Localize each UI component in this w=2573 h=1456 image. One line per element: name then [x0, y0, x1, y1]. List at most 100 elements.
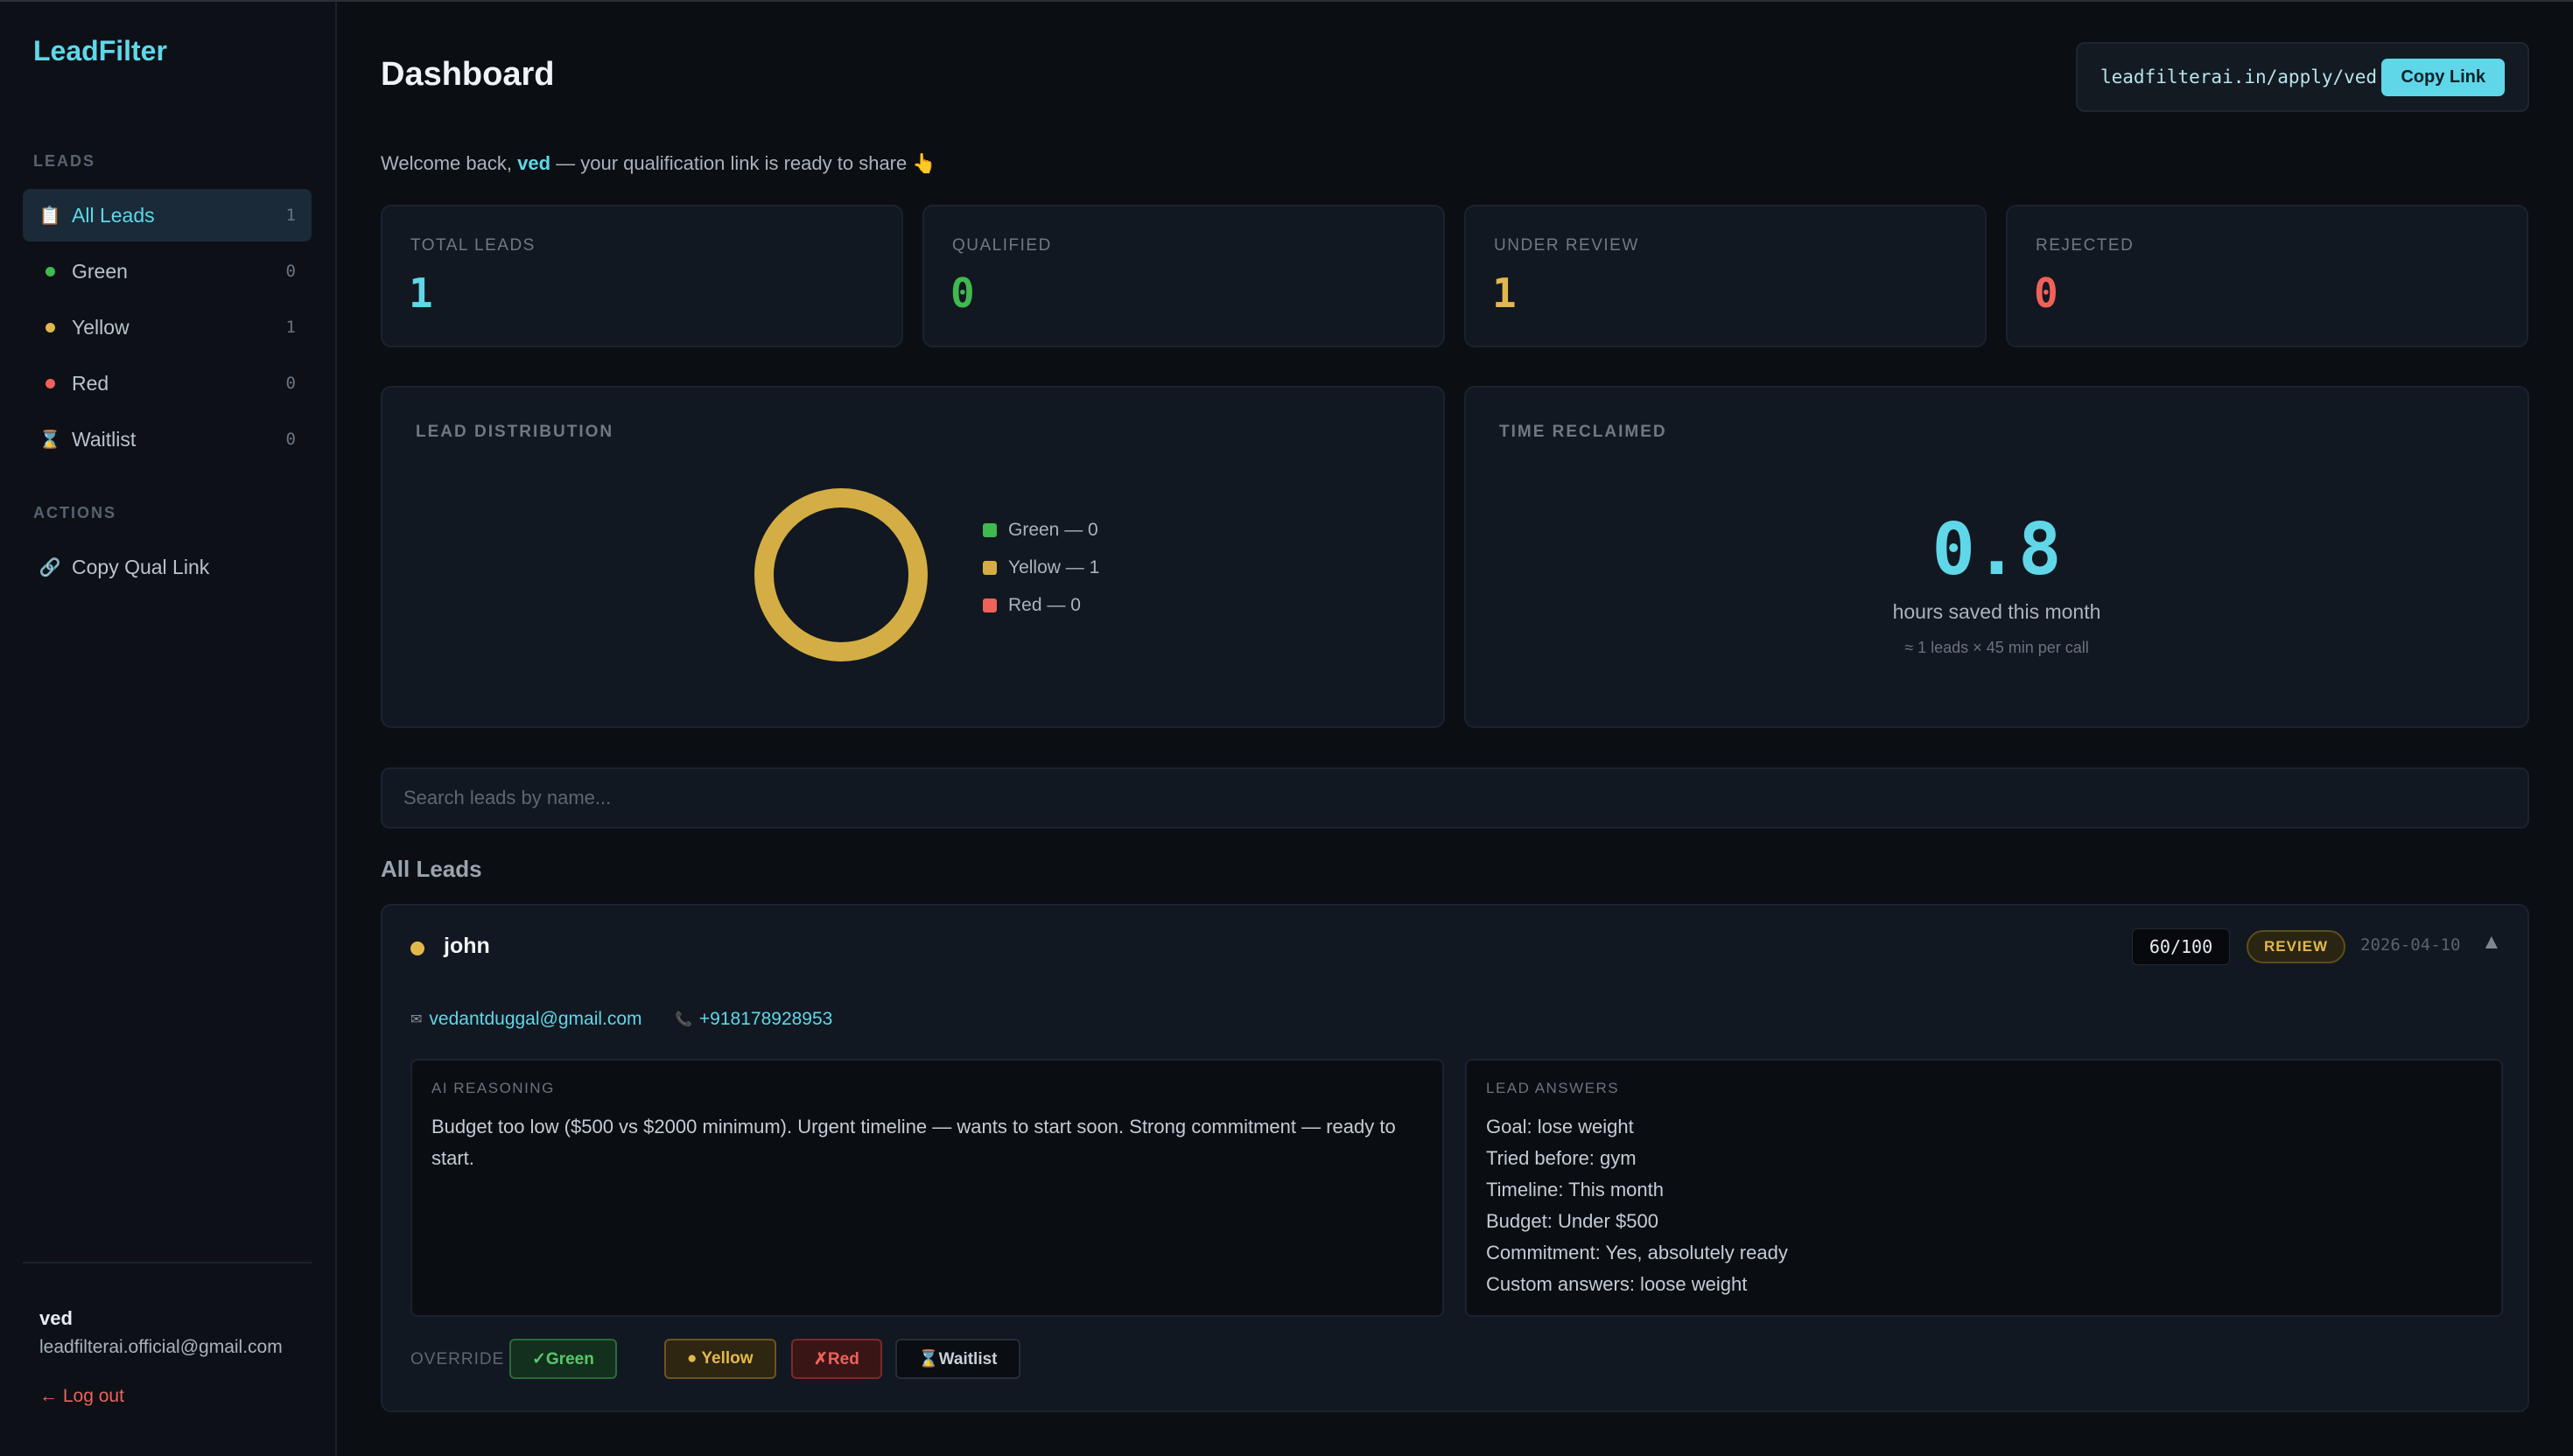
- qualification-link-url: leadfilterai.in/apply/ved: [2100, 66, 2378, 88]
- phone-icon: 📞: [675, 1012, 692, 1027]
- user-name: ved: [39, 1307, 73, 1329]
- brand-logo[interactable]: LeadFilter: [33, 35, 167, 66]
- legend-swatch: [983, 561, 997, 575]
- hours-saved-value: 0.8: [1932, 508, 2062, 592]
- sidebar-item-count: 1: [285, 206, 296, 225]
- answer-line: Tried before: gym: [1486, 1147, 1637, 1169]
- lead-date: 2026-04-10: [2360, 935, 2461, 955]
- lead-answers-list: Goal: lose weight Tried before: gym Time…: [1486, 1111, 2466, 1300]
- stat-card-rejected: REJECTED 0: [2006, 205, 2528, 347]
- welcome-message: Welcome back, ved — your qualification l…: [381, 152, 936, 175]
- actions-section-label: ACTIONS: [33, 504, 116, 522]
- lead-score: 60/100: [2132, 928, 2230, 965]
- sidebar-item-waitlist[interactable]: ⌛ Waitlist 0: [23, 413, 312, 466]
- lead-card: john 60/100 REVIEW 2026-04-10 ▲ ✉ vedant…: [381, 904, 2529, 1412]
- copy-qual-link-button[interactable]: 🔗 Copy Qual Link: [23, 541, 312, 593]
- yellow-dot-icon: [45, 322, 55, 332]
- legend-swatch: [983, 598, 997, 612]
- collapse-icon[interactable]: ▲: [2481, 930, 2502, 954]
- stat-value: 0: [2034, 270, 2058, 317]
- link-icon: 🔗: [39, 557, 61, 578]
- sidebar-item-yellow[interactable]: Yellow 1: [23, 301, 312, 354]
- sidebar-item-label: Waitlist: [72, 427, 137, 451]
- welcome-prefix: Welcome back,: [381, 152, 512, 174]
- sidebar-item-count: 1: [285, 318, 296, 337]
- sidebar-item-green[interactable]: Green 0: [23, 245, 312, 298]
- copy-qual-link-label: Copy Qual Link: [72, 555, 210, 578]
- red-dot-icon: [45, 378, 55, 388]
- lead-email-link[interactable]: ✉ vedantduggal@gmail.com: [410, 1009, 642, 1030]
- sidebar-divider: [23, 1262, 312, 1264]
- stat-label: REJECTED: [2036, 236, 2135, 255]
- lead-card-header[interactable]: john 60/100 REVIEW 2026-04-10 ▲: [382, 906, 2527, 990]
- sidebar-item-red[interactable]: Red 0: [23, 357, 312, 410]
- override-red-button[interactable]: ✗Red: [791, 1339, 882, 1379]
- qualification-link-box: leadfilterai.in/apply/ved Copy Link: [2076, 42, 2529, 112]
- stat-card-under-review: UNDER REVIEW 1: [1464, 205, 1987, 347]
- answer-line: Budget: Under $500: [1486, 1210, 1658, 1232]
- override-waitlist-button[interactable]: ⌛Waitlist: [895, 1339, 1020, 1379]
- stat-label: QUALIFIED: [952, 236, 1052, 255]
- leads-list-title: All Leads: [381, 856, 482, 882]
- lead-distribution-panel: LEAD DISTRIBUTION Green — 0 Yellow — 1 R…: [381, 386, 1445, 728]
- stat-label: TOTAL LEADS: [410, 236, 536, 255]
- legend-item-red: Red — 0: [983, 595, 1081, 616]
- status-badge: REVIEW: [2247, 930, 2346, 963]
- lead-phone-link[interactable]: 📞 +918178928953: [675, 1009, 832, 1030]
- sidebar-item-all-leads[interactable]: 📋 All Leads 1: [23, 189, 312, 242]
- answer-line: Custom answers: loose weight: [1486, 1273, 1748, 1295]
- stat-value: 0: [950, 270, 975, 317]
- sidebar-item-count: 0: [285, 430, 296, 449]
- hours-saved-formula: ≈ 1 leads × 45 min per call: [1904, 639, 2089, 656]
- hourglass-icon: ⌛: [39, 430, 61, 450]
- lead-answers-box: LEAD ANSWERS Goal: lose weight Tried bef…: [1465, 1059, 2503, 1317]
- user-email: leadfilterai.official@gmail.com: [39, 1337, 283, 1357]
- legend-swatch: [983, 523, 997, 537]
- lead-email: vedantduggal@gmail.com: [429, 1009, 642, 1029]
- sidebar: LeadFilter LEADS 📋 All Leads 1 Green 0 Y…: [0, 2, 337, 1456]
- legend-label: Green — 0: [1008, 520, 1098, 540]
- welcome-suffix: — your qualification link is ready to sh…: [556, 152, 936, 174]
- leads-section-label: LEADS: [33, 152, 96, 170]
- legend-item-yellow: Yellow — 1: [983, 557, 1099, 578]
- stat-card-qualified: QUALIFIED 0: [922, 205, 1445, 347]
- time-reclaimed-panel: TIME RECLAIMED 0.8 hours saved this mont…: [1464, 386, 2529, 728]
- logout-link[interactable]: ← Log out: [39, 1386, 124, 1406]
- panel-label: LEAD DISTRIBUTION: [416, 423, 614, 441]
- lead-name: john: [444, 934, 490, 958]
- panel-label: TIME RECLAIMED: [1499, 423, 1667, 441]
- lead-answers-label: LEAD ANSWERS: [1486, 1080, 1620, 1096]
- sidebar-item-label: All Leads: [72, 203, 155, 227]
- welcome-user-name: ved: [517, 152, 551, 174]
- ai-reasoning-text: Budget too low ($500 vs $2000 minimum). …: [431, 1116, 1396, 1169]
- search-input[interactable]: [381, 767, 2529, 829]
- override-green-button[interactable]: ✓Green: [509, 1339, 617, 1379]
- stat-value: 1: [1492, 270, 1517, 317]
- legend-label: Red — 0: [1008, 595, 1081, 615]
- answer-line: Timeline: This month: [1486, 1179, 1664, 1200]
- mail-icon: ✉: [410, 1012, 423, 1027]
- legend-label: Yellow — 1: [1008, 557, 1100, 578]
- ai-reasoning-box: AI REASONING Budget too low ($500 vs $20…: [410, 1059, 1444, 1317]
- lead-phone: +918178928953: [698, 1009, 833, 1029]
- lead-status-dot-icon: [410, 942, 424, 956]
- override-label: OVERRIDE →: [410, 1350, 528, 1368]
- override-yellow-button[interactable]: ● Yellow: [664, 1339, 776, 1379]
- sidebar-item-label: Red: [72, 371, 109, 395]
- sidebar-item-label: Green: [72, 259, 128, 283]
- stat-value: 1: [409, 270, 433, 317]
- clipboard-icon: 📋: [39, 206, 61, 226]
- stat-card-total-leads: TOTAL LEADS 1: [381, 205, 903, 347]
- answer-line: Goal: lose weight: [1486, 1116, 1634, 1138]
- answer-line: Commitment: Yes, absolutely ready: [1486, 1242, 1788, 1264]
- ai-reasoning-label: AI REASONING: [431, 1080, 555, 1096]
- stat-label: UNDER REVIEW: [1494, 236, 1639, 255]
- hours-saved-caption: hours saved this month: [1892, 600, 2101, 623]
- lead-distribution-donut: [754, 488, 928, 662]
- sidebar-item-count: 0: [285, 262, 296, 281]
- copy-link-button[interactable]: Copy Link: [2381, 58, 2505, 96]
- page-title: Dashboard: [381, 56, 555, 93]
- donut-slice-yellow: [754, 488, 928, 662]
- sidebar-item-label: Yellow: [72, 315, 130, 339]
